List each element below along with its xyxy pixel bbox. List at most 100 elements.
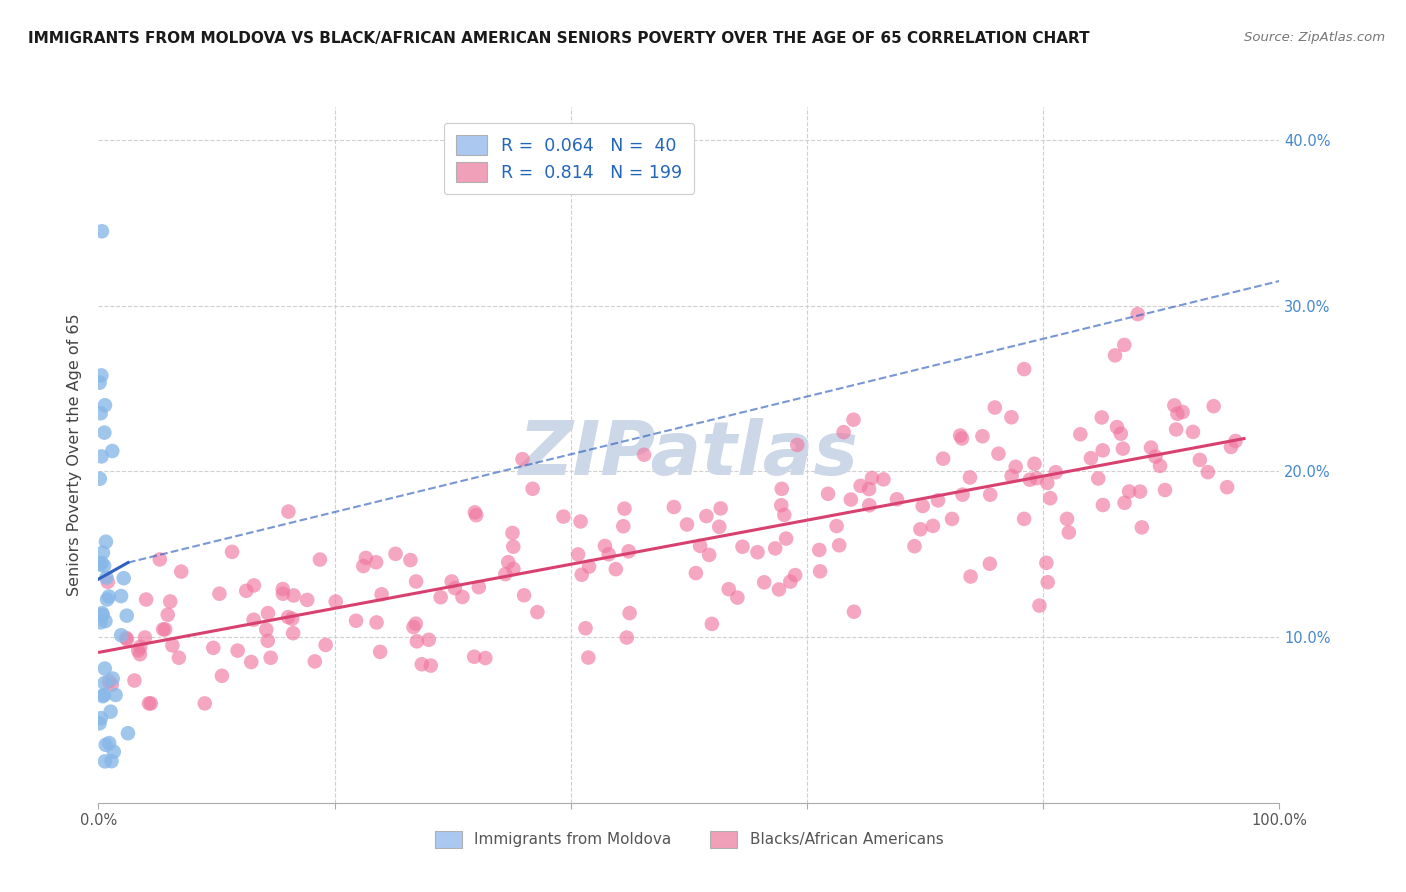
Point bbox=[91, 606, 114, 620]
Point bbox=[1012, 512, 1035, 526]
Point bbox=[922, 519, 945, 533]
Point bbox=[972, 429, 994, 443]
Point bbox=[1181, 425, 1204, 439]
Point bbox=[240, 655, 263, 669]
Point bbox=[569, 515, 592, 529]
Point bbox=[464, 505, 486, 519]
Text: Source: ZipAtlas.com: Source: ZipAtlas.com bbox=[1244, 31, 1385, 45]
Point bbox=[1057, 525, 1080, 540]
Point bbox=[605, 562, 627, 576]
Point bbox=[127, 643, 149, 657]
Point bbox=[364, 555, 387, 569]
Point bbox=[93, 688, 115, 702]
Text: IMMIGRANTS FROM MOLDOVA VS BLACK/AFRICAN AMERICAN SENIORS POVERTY OVER THE AGE O: IMMIGRANTS FROM MOLDOVA VS BLACK/AFRICAN… bbox=[28, 31, 1090, 46]
Point bbox=[770, 482, 793, 496]
Point bbox=[89, 716, 111, 731]
Point bbox=[98, 674, 121, 689]
Point bbox=[129, 647, 152, 661]
Point bbox=[1036, 575, 1059, 590]
Point bbox=[860, 471, 883, 485]
Point bbox=[770, 498, 793, 512]
Point bbox=[567, 548, 589, 562]
Point bbox=[779, 574, 801, 589]
Point bbox=[685, 566, 707, 580]
Point bbox=[93, 676, 115, 690]
Point bbox=[858, 482, 880, 496]
Point bbox=[159, 594, 181, 608]
Point bbox=[90, 711, 112, 725]
Point bbox=[211, 669, 233, 683]
Point bbox=[90, 406, 112, 420]
Point bbox=[1036, 475, 1059, 490]
Point bbox=[271, 587, 294, 601]
Point bbox=[1087, 471, 1109, 485]
Point bbox=[115, 608, 138, 623]
Point bbox=[325, 594, 347, 608]
Legend: R =  0.064   N =  40, R =  0.814   N = 199: R = 0.064 N = 40, R = 0.814 N = 199 bbox=[444, 123, 695, 194]
Point bbox=[283, 589, 305, 603]
Point bbox=[96, 570, 118, 584]
Point bbox=[115, 631, 138, 645]
Point bbox=[808, 565, 831, 579]
Point bbox=[598, 547, 620, 561]
Point bbox=[1140, 441, 1163, 455]
Point bbox=[257, 606, 280, 620]
Point bbox=[1163, 398, 1185, 412]
Point bbox=[405, 574, 427, 589]
Point bbox=[304, 654, 326, 668]
Point bbox=[1166, 407, 1188, 421]
Point bbox=[817, 487, 839, 501]
Point bbox=[842, 413, 865, 427]
Point bbox=[170, 565, 193, 579]
Point bbox=[344, 614, 367, 628]
Point bbox=[832, 425, 855, 439]
Point bbox=[775, 532, 797, 546]
Point bbox=[709, 520, 731, 534]
Point bbox=[93, 425, 115, 440]
Point bbox=[932, 451, 955, 466]
Point bbox=[1039, 491, 1062, 506]
Point bbox=[612, 519, 634, 533]
Point bbox=[1024, 457, 1046, 471]
Point bbox=[101, 444, 124, 458]
Point bbox=[927, 493, 949, 508]
Point bbox=[773, 508, 796, 522]
Point bbox=[110, 628, 132, 642]
Point bbox=[1166, 422, 1188, 436]
Point bbox=[768, 582, 790, 597]
Point bbox=[90, 615, 112, 630]
Point bbox=[243, 578, 266, 592]
Point bbox=[1012, 362, 1035, 376]
Point bbox=[89, 558, 111, 572]
Point bbox=[858, 498, 880, 512]
Point bbox=[115, 632, 138, 647]
Point bbox=[94, 614, 117, 628]
Point bbox=[633, 448, 655, 462]
Point bbox=[1091, 410, 1114, 425]
Point bbox=[1091, 498, 1114, 512]
Point bbox=[839, 492, 862, 507]
Point bbox=[465, 508, 488, 523]
Point bbox=[731, 540, 754, 554]
Point bbox=[134, 631, 156, 645]
Point bbox=[979, 488, 1001, 502]
Point bbox=[616, 631, 638, 645]
Point bbox=[152, 623, 174, 637]
Point bbox=[112, 571, 135, 585]
Point bbox=[689, 539, 711, 553]
Point bbox=[886, 492, 908, 507]
Point bbox=[138, 697, 160, 711]
Point bbox=[747, 545, 769, 559]
Point bbox=[94, 661, 117, 675]
Point bbox=[451, 590, 474, 604]
Point bbox=[872, 472, 894, 486]
Point bbox=[366, 615, 388, 630]
Point bbox=[208, 587, 231, 601]
Point bbox=[242, 613, 264, 627]
Point bbox=[315, 638, 337, 652]
Y-axis label: Seniors Poverty Over the Age of 65: Seniors Poverty Over the Age of 65 bbox=[67, 314, 83, 596]
Point bbox=[139, 697, 162, 711]
Point bbox=[725, 591, 748, 605]
Point bbox=[104, 688, 127, 702]
Point bbox=[950, 432, 973, 446]
